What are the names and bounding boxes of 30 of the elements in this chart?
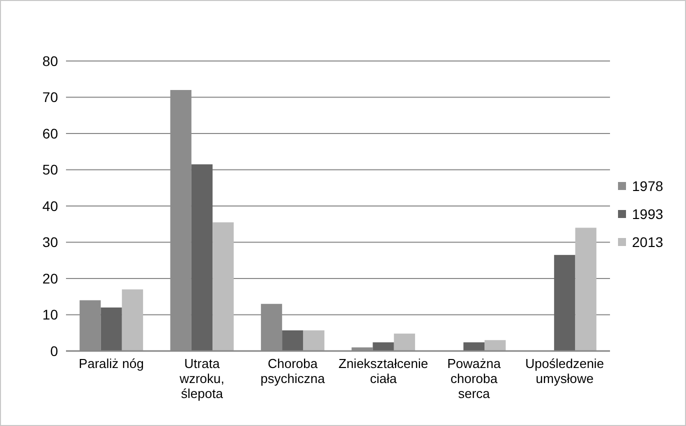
bar (303, 330, 324, 351)
x-tick-label: Choroba psychiczna (260, 356, 326, 386)
x-tick-label: Paraliż nóg (78, 356, 144, 371)
y-tick-label: 10 (42, 306, 58, 323)
legend-label: 2013 (632, 234, 664, 250)
legend-label: 1993 (632, 206, 664, 222)
bar (372, 342, 394, 351)
bar (575, 228, 596, 351)
legend-label: 1978 (632, 178, 664, 194)
y-tick-label: 60 (42, 125, 58, 142)
y-tick-label: 70 (42, 89, 58, 106)
y-tick-label: 80 (42, 52, 58, 69)
bar (394, 334, 416, 351)
bar (282, 330, 304, 351)
bar (100, 308, 122, 351)
bar (484, 340, 506, 351)
x-tick-label: Upośledzenie umysłowe (525, 356, 604, 386)
y-tick-label: 30 (42, 234, 58, 250)
bar (191, 164, 213, 351)
bar (554, 254, 576, 351)
x-tick-label: Utrata wzroku, ślepota (178, 356, 224, 401)
y-tick-label: 50 (42, 162, 58, 178)
bar (463, 342, 485, 351)
bar (122, 289, 144, 351)
y-tick-label: 20 (42, 270, 58, 286)
x-tick-label: Zniekształcenie ciała (338, 356, 428, 386)
y-tick-label: 40 (42, 198, 58, 214)
x-tick-label: Poważna choroba serca (447, 356, 502, 401)
y-tick-label: 0 (50, 342, 58, 359)
bar (212, 222, 234, 351)
